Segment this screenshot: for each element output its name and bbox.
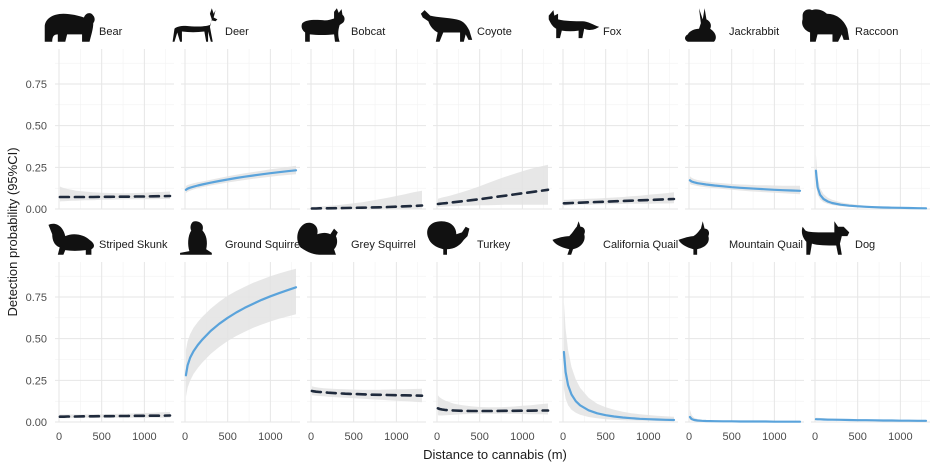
panel-bear: Bear 0.00 0.25 0.50 0.75 (26, 13, 174, 216)
x-tick-label: 0 (686, 431, 692, 443)
y-tick-label: 0.25 (26, 162, 47, 174)
x-tick-label: 0 (812, 431, 818, 443)
panel-turkey: Turkey 0 500 1000 (427, 221, 552, 443)
panel-title: Dog (855, 239, 875, 251)
x-tick-label: 500 (723, 431, 741, 443)
x-tick-label: 500 (597, 431, 615, 443)
x-tick-label: 1000 (888, 431, 912, 443)
mountain-quail-silhouette-icon (678, 221, 710, 255)
panel-title: Coyote (477, 26, 512, 38)
x-tick-label: 1000 (132, 431, 156, 443)
panel-title: Raccoon (855, 26, 898, 38)
panel-ground-squirrel: Ground Squirrel 0 500 1000 (180, 221, 303, 443)
confidence-ribbon (437, 164, 548, 207)
jackrabbit-silhouette-icon (685, 8, 716, 42)
panel-title: Jackrabbit (729, 26, 779, 38)
fox-silhouette-icon (548, 10, 600, 39)
series-line-grey-squirrel (310, 389, 424, 398)
series-line-raccoon (814, 169, 928, 210)
coyote-silhouette-icon (420, 10, 473, 42)
x-tick-label: 0 (182, 431, 188, 443)
y-tick-label: 0.00 (26, 204, 47, 216)
panel-mountain-quail: Mountain Quail 0 500 1000 (678, 221, 804, 443)
y-tick-label: 0.75 (26, 292, 47, 304)
deer-silhouette-icon (172, 8, 218, 42)
y-axis-title: Detection probability (95%CI) (5, 147, 20, 316)
panel-raccoon: Raccoon (802, 9, 930, 210)
striped-skunk-silhouette-icon (48, 223, 95, 255)
panel-striped-skunk: Striped Skunk 0.00 0.25 0.50 0.75 0 500 1000 (26, 223, 174, 443)
series-line-turkey (436, 406, 550, 413)
series-line-fox (562, 197, 676, 205)
confidence-ribbon (185, 165, 296, 194)
bear-silhouette-icon (44, 13, 95, 42)
panel-grey-squirrel: Grey Squirrel 0 500 1000 (297, 222, 426, 443)
x-tick-label: 0 (308, 431, 314, 443)
dog-silhouette-icon (801, 221, 850, 255)
panel-coyote: Coyote (420, 10, 552, 210)
california-quail-silhouette-icon (552, 221, 585, 255)
x-tick-label: 1000 (384, 431, 408, 443)
x-tick-label: 1000 (510, 431, 534, 443)
confidence-ribbon (437, 395, 548, 416)
x-tick-label: 1000 (762, 431, 786, 443)
x-tick-label: 500 (93, 431, 111, 443)
panel-title: Fox (603, 26, 622, 38)
x-tick-label: 500 (471, 431, 489, 443)
series-line-coyote (436, 188, 550, 206)
panel-title: Deer (225, 26, 249, 38)
y-tick-label: 0.00 (26, 417, 47, 429)
grey-squirrel-silhouette-icon (297, 222, 338, 255)
series-line-bobcat (310, 204, 424, 210)
series-line-bear (58, 194, 172, 199)
y-tick-label: 0.75 (26, 79, 47, 91)
y-tick-label: 0.25 (26, 375, 47, 387)
panel-bobcat: Bobcat (301, 8, 426, 210)
panel-title: Grey Squirrel (351, 239, 416, 251)
series-line-california-quail (562, 350, 676, 422)
x-tick-label: 0 (560, 431, 566, 443)
y-tick-label: 0.50 (26, 121, 47, 133)
panel-deer: Deer (172, 8, 300, 210)
panel-california-quail: California Quail 0 500 1000 (552, 221, 678, 443)
confidence-ribbon (563, 192, 674, 206)
panel-title: Striped Skunk (99, 239, 168, 251)
confidence-ribbon (311, 190, 422, 209)
x-tick-label: 0 (56, 431, 62, 443)
series-line-ground-squirrel (184, 286, 298, 377)
panel-fox: Fox (548, 10, 678, 210)
x-axis-title: Distance to cannabis (m) (423, 447, 567, 462)
confidence-ribbon (59, 186, 170, 202)
panel-dog: Dog 0 500 1000 (801, 221, 930, 443)
x-tick-label: 500 (849, 431, 867, 443)
turkey-silhouette-icon (427, 221, 470, 255)
panel-title: Ground Squirrel (225, 239, 303, 251)
panel-title: Mountain Quail (729, 239, 803, 251)
series-line-mountain-quail (688, 415, 802, 423)
ground-squirrel-silhouette-icon (180, 221, 212, 255)
bobcat-silhouette-icon (301, 8, 345, 42)
confidence-ribbon (185, 268, 296, 397)
confidence-ribbon (563, 302, 674, 422)
x-tick-label: 1000 (258, 431, 282, 443)
panel-title: Turkey (477, 239, 511, 251)
series-line-dog (814, 418, 928, 422)
panel-title: California Quail (603, 239, 678, 251)
series-line-jackrabbit (688, 179, 802, 192)
x-tick-label: 500 (345, 431, 363, 443)
y-tick-label: 0.50 (26, 334, 47, 346)
series-line-deer (184, 169, 298, 191)
raccoon-silhouette-icon (802, 9, 850, 42)
x-tick-label: 1000 (636, 431, 660, 443)
x-tick-label: 0 (434, 431, 440, 443)
confidence-ribbon (815, 154, 926, 209)
series-line-striped-skunk (58, 414, 172, 419)
panel-jackrabbit: Jackrabbit (685, 8, 804, 210)
panel-title: Bobcat (351, 26, 385, 38)
panel-title: Bear (99, 26, 123, 38)
x-tick-label: 500 (219, 431, 237, 443)
